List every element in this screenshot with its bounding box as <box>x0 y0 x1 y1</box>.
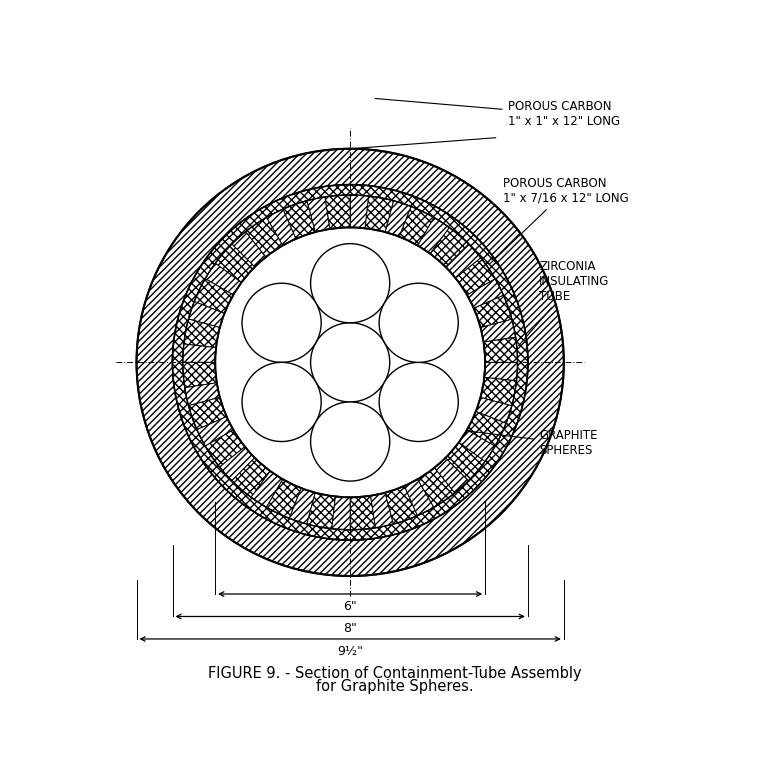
Wedge shape <box>467 412 506 446</box>
Wedge shape <box>484 362 517 381</box>
Wedge shape <box>245 217 283 257</box>
Text: GRAPHITE
SPHERES: GRAPHITE SPHERES <box>426 424 598 457</box>
Circle shape <box>311 323 390 402</box>
Circle shape <box>215 227 485 497</box>
Wedge shape <box>185 382 220 406</box>
Circle shape <box>311 244 390 323</box>
Wedge shape <box>183 362 217 388</box>
Wedge shape <box>189 397 227 429</box>
Wedge shape <box>205 429 245 467</box>
Wedge shape <box>350 496 375 530</box>
Wedge shape <box>480 319 516 342</box>
Wedge shape <box>446 443 485 480</box>
Wedge shape <box>183 319 220 348</box>
Circle shape <box>242 283 322 362</box>
Wedge shape <box>220 446 254 480</box>
Text: 6": 6" <box>343 600 357 613</box>
Wedge shape <box>467 278 503 308</box>
Text: FIGURE 9. - Section of Containment-Tube Assembly: FIGURE 9. - Section of Containment-Tube … <box>208 666 582 681</box>
Wedge shape <box>283 200 315 239</box>
Wedge shape <box>476 397 512 423</box>
Circle shape <box>242 362 322 442</box>
Wedge shape <box>435 458 469 493</box>
Wedge shape <box>232 458 271 497</box>
Text: POROUS CARBON
1" x 7/16 x 12" LONG: POROUS CARBON 1" x 7/16 x 12" LONG <box>490 177 629 264</box>
Wedge shape <box>371 493 393 528</box>
Wedge shape <box>399 207 434 245</box>
Circle shape <box>311 402 390 481</box>
Wedge shape <box>456 258 495 295</box>
Wedge shape <box>480 377 517 406</box>
Wedge shape <box>267 209 296 245</box>
Wedge shape <box>267 480 301 518</box>
Wedge shape <box>459 429 495 461</box>
Wedge shape <box>418 468 455 507</box>
Wedge shape <box>189 301 224 328</box>
Circle shape <box>379 283 458 362</box>
Wedge shape <box>483 337 517 362</box>
Text: for Graphite Spheres.: for Graphite Spheres. <box>316 679 474 695</box>
Text: 9½": 9½" <box>337 645 363 658</box>
Wedge shape <box>405 480 434 516</box>
Wedge shape <box>430 227 469 267</box>
Wedge shape <box>473 295 512 328</box>
Wedge shape <box>332 497 350 530</box>
Circle shape <box>379 362 458 442</box>
Wedge shape <box>183 344 216 362</box>
Text: POROUS CARBON
1" x 1" x 12" LONG: POROUS CARBON 1" x 1" x 12" LONG <box>375 99 620 129</box>
Wedge shape <box>385 200 411 237</box>
Wedge shape <box>251 471 283 507</box>
Wedge shape <box>232 232 266 267</box>
Wedge shape <box>289 488 315 524</box>
Text: ZIRCONIA
INSULATING
TUBE: ZIRCONIA INSULATING TUBE <box>519 260 609 345</box>
Wedge shape <box>307 493 335 529</box>
Wedge shape <box>446 244 481 278</box>
Wedge shape <box>385 486 417 524</box>
Wedge shape <box>215 244 254 282</box>
Wedge shape <box>194 278 234 313</box>
Wedge shape <box>418 217 449 254</box>
Wedge shape <box>197 416 234 446</box>
Text: 8": 8" <box>343 622 357 635</box>
Wedge shape <box>307 197 330 232</box>
Wedge shape <box>365 196 393 232</box>
Wedge shape <box>205 264 241 295</box>
Wedge shape <box>350 195 369 228</box>
Wedge shape <box>325 195 350 229</box>
